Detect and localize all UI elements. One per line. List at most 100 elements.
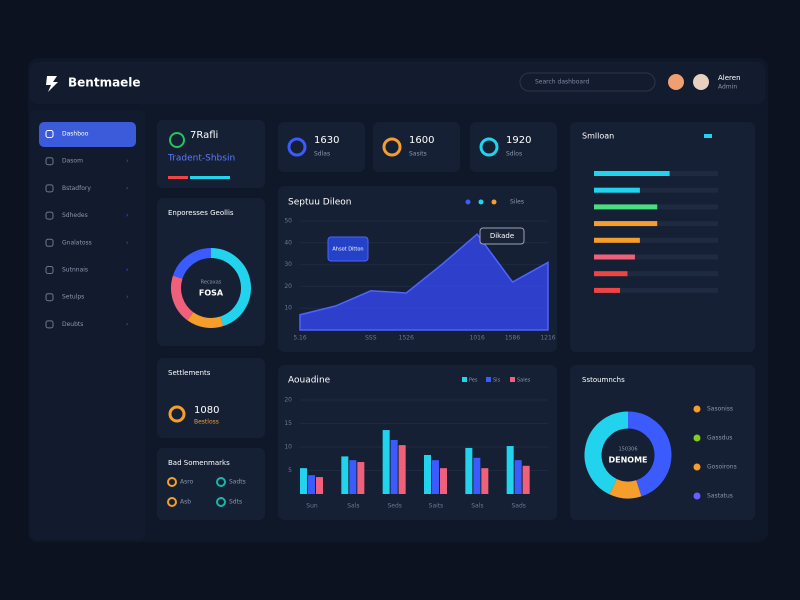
bar <box>398 445 406 494</box>
bar <box>300 468 307 494</box>
area <box>299 232 549 331</box>
bar <box>382 430 390 494</box>
y-tick-label: 40 <box>284 239 292 246</box>
legend-swatch <box>510 377 515 382</box>
nav-label[interactable]: Sdhedes <box>62 212 88 219</box>
nav-icon <box>45 130 54 138</box>
y-tick-label: 20 <box>284 397 292 404</box>
donut-center-label: Recaxas <box>201 280 222 286</box>
legend-label: Sasoniss <box>707 406 733 413</box>
nav-icon <box>45 184 54 193</box>
legend-dot <box>491 199 497 205</box>
legend-dot <box>693 463 701 471</box>
bar <box>440 468 447 494</box>
bar <box>357 462 365 494</box>
notification-avatar[interactable] <box>668 74 684 90</box>
x-tick-label: 1526 <box>399 335 414 342</box>
legend-label: Sales <box>517 378 531 384</box>
settlements-icon <box>168 405 186 423</box>
profile-subtitle: Tradent-Shbsin <box>167 154 235 164</box>
stat-label: Sasits <box>409 151 427 158</box>
donut-segment <box>627 411 672 497</box>
bookmarks-title: Bad Somenmarks <box>168 459 230 467</box>
stat-label: Sdlas <box>314 151 330 158</box>
bar-track <box>594 187 718 193</box>
legend-dot <box>693 434 701 442</box>
nav-icon <box>45 266 54 274</box>
sidebar <box>30 110 145 540</box>
bar <box>390 439 398 494</box>
bar <box>308 475 315 494</box>
annotation-box <box>479 227 525 245</box>
donut-segment <box>210 248 251 327</box>
bar <box>522 465 530 494</box>
stat-icon <box>287 137 307 157</box>
annotation: Ahsot Ditton <box>332 247 363 253</box>
bar <box>465 447 473 494</box>
nav-arrow: › <box>126 131 128 138</box>
annotation-box <box>327 236 369 262</box>
stat-card <box>470 122 557 172</box>
bar-track <box>594 287 718 293</box>
legend-label: Pes <box>469 378 478 384</box>
bookmark-icon <box>216 497 226 507</box>
y-tick-label: 10 <box>284 444 292 451</box>
legend-dot <box>693 405 701 413</box>
brand-icon <box>46 76 58 92</box>
nav-label[interactable]: Sutnnais <box>62 267 88 274</box>
donut-segment <box>609 478 642 499</box>
bar <box>473 457 481 494</box>
settlements-title: Settlements <box>168 369 211 377</box>
legend-dot <box>465 199 471 205</box>
y-tick-label: 15 <box>284 420 292 427</box>
search-box[interactable] <box>519 72 656 92</box>
bookmark-label: Sadts <box>229 479 246 486</box>
stat-card <box>373 122 460 172</box>
nav-label[interactable]: Dasom <box>62 158 83 165</box>
nav-icon <box>45 238 54 247</box>
stat-value: 1920 <box>506 135 531 146</box>
user-avatar[interactable] <box>693 74 709 90</box>
donut-center-value: DENOME <box>608 456 647 465</box>
bar-track <box>594 271 718 277</box>
bar-card <box>278 365 557 520</box>
y-tick-label: 30 <box>284 261 292 268</box>
bar <box>594 254 635 260</box>
x-tick-label: 1586 <box>505 335 520 342</box>
chart-title: Septuu Dileon <box>288 198 351 208</box>
chart-title: Enporesses Geollis <box>168 209 234 217</box>
legend-swatch <box>462 377 467 382</box>
nav-icon <box>45 320 54 329</box>
x-tick-label: SSS <box>365 335 377 342</box>
x-tick-label: Saits <box>429 503 444 510</box>
y-tick-label: 20 <box>284 283 292 290</box>
user-role: Admin <box>718 84 737 91</box>
bar-track <box>594 254 718 260</box>
bar <box>594 171 670 176</box>
chart-title: Smlloan <box>582 132 614 141</box>
bar <box>594 221 658 227</box>
x-tick-label: Sun <box>306 503 318 510</box>
donut-segment <box>584 411 629 495</box>
nav-arrow: › <box>126 321 128 328</box>
decor <box>168 176 188 179</box>
bookmark-icon <box>167 497 177 507</box>
stat-icon <box>479 137 499 157</box>
bar <box>349 460 357 494</box>
nav-arrow: › <box>126 294 128 301</box>
nav-label[interactable]: Dashboo <box>62 131 89 138</box>
x-tick-label: 5.16 <box>293 335 307 342</box>
bar <box>424 454 431 494</box>
legend-label: Gosoirons <box>707 464 737 471</box>
nav-label[interactable]: Bstadfory <box>62 185 91 192</box>
annotation: Dikade <box>490 232 514 240</box>
bookmark-label: Asro <box>180 479 194 486</box>
nav-label[interactable]: Setulps <box>62 294 84 301</box>
brand: Bentmaele <box>68 76 141 90</box>
nav-label[interactable]: Gnalatoss <box>62 239 92 246</box>
active-nav[interactable] <box>39 122 136 147</box>
nav-arrow: › <box>126 239 128 246</box>
bar <box>594 237 640 243</box>
nav-label[interactable]: Deubts <box>62 321 83 328</box>
